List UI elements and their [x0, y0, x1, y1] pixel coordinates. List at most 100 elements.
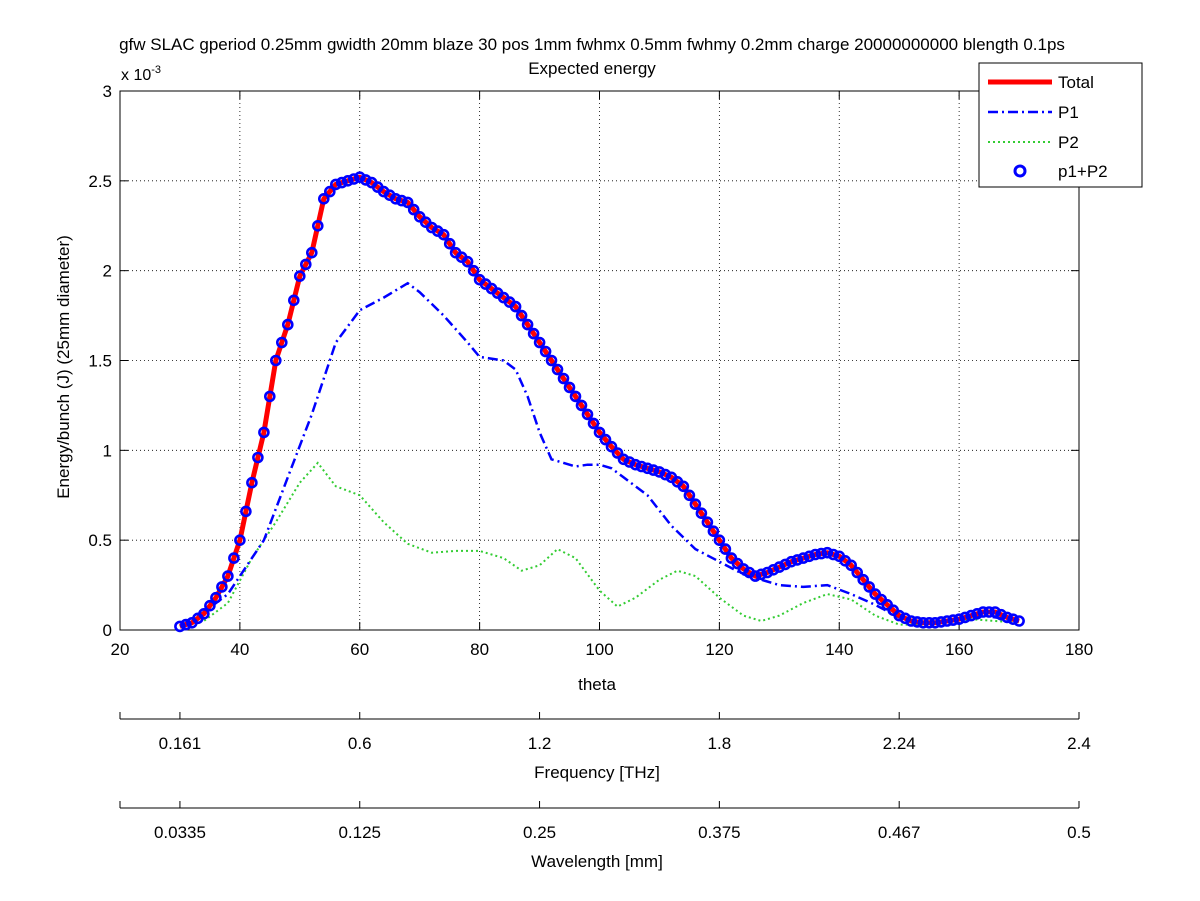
series-marker-p1p2: [240, 505, 252, 518]
y-tick-label: 2.5: [88, 172, 112, 191]
y-tick-label: 0.5: [88, 531, 112, 550]
secondary-tick-label: 0.6: [348, 734, 372, 753]
series-marker-p1p2: [347, 173, 360, 185]
wavelength-axis: Wavelength [mm] 0.0335 0.125 0.25 0.375 0.46…: [119, 801, 1091, 871]
series-marker-p1p2: [797, 552, 810, 564]
x-axis-ticks: 20 40 60 80 100 120 140 160 180: [111, 91, 1093, 659]
series-marker-p1p2: [1007, 613, 1019, 626]
x-tick-label: 20: [111, 640, 130, 659]
series-marker-p1p2: [269, 354, 282, 367]
series-marker-p1p2: [719, 543, 732, 555]
series-marker-p1p2: [234, 534, 246, 547]
series-marker-p1p2: [509, 300, 522, 313]
y-tick-label: 0: [103, 621, 112, 640]
legend-entry-total: Total: [1058, 73, 1094, 92]
series-marker-p1p2: [857, 573, 870, 586]
series-marker-p1p2: [695, 507, 708, 520]
secondary-tick-label: 2.4: [1067, 734, 1091, 753]
y-tick-label: 1.5: [88, 352, 112, 371]
series-marker-p1p2: [635, 460, 648, 473]
y-tick-label: 3: [103, 82, 112, 101]
secondary-tick-label: 0.161: [159, 734, 202, 753]
series-marker-p1p2: [683, 489, 696, 502]
series-marker-p1p2: [575, 399, 588, 412]
x-axis-label: theta: [578, 675, 616, 694]
frequency-axis-label: Frequency [THz]: [534, 763, 660, 782]
series-marker-p1p2: [647, 464, 660, 476]
x-tick-label: 160: [945, 640, 973, 659]
series-marker-p1p2: [401, 196, 414, 209]
series-marker-p1p2: [1013, 615, 1025, 627]
series-marker-p1p2: [713, 534, 726, 547]
series-marker-p1p2: [941, 615, 953, 627]
legend-entry-p1: P1: [1058, 103, 1079, 122]
series-marker-p1p2: [989, 606, 1001, 618]
wavelength-axis-label: Wavelength [mm]: [531, 852, 663, 871]
series-marker-p1p2: [767, 563, 780, 576]
chart-title: gfw SLAC gperiod 0.25mm gwidth 20mm blaz…: [119, 35, 1065, 54]
series-marker-p1p2: [563, 381, 576, 394]
series-marker-p1p2: [329, 178, 342, 191]
series-line-p2: [179, 461, 1020, 628]
series-marker-p1p2: [557, 372, 570, 385]
x-tick-label: 80: [470, 640, 489, 659]
series-marker-p1p2: [863, 581, 876, 593]
series-marker-p1p2: [263, 390, 276, 403]
series-marker-p1p2: [659, 468, 672, 481]
series-marker-p1p2: [617, 453, 630, 466]
y-exponent: -3: [151, 64, 161, 76]
series-marker-p1p2: [899, 612, 912, 625]
series-marker-p1p2: [929, 616, 941, 629]
y-axis-label: Energy/bunch (J) (25mm diameter): [54, 235, 73, 499]
series-marker-p1p2: [216, 581, 228, 593]
series-marker-p1p2: [917, 616, 930, 629]
x-tick-label: 40: [230, 640, 249, 659]
series-marker-p1p2: [599, 433, 612, 446]
series-marker-p1p2: [317, 193, 330, 205]
series-marker-p1p2: [845, 559, 858, 572]
series-marker-p1p2: [623, 456, 636, 468]
series-marker-p1p2: [749, 570, 762, 582]
secondary-tick-label: 0.5: [1067, 823, 1091, 842]
series-marker-p1p2: [204, 599, 216, 612]
series-marker-p1p2: [653, 466, 666, 478]
chart-subtitle: Expected energy: [528, 59, 656, 78]
series-marker-p1p2: [258, 426, 270, 439]
series-marker-p1p2: [815, 547, 828, 560]
series-marker-p1p2: [821, 546, 834, 559]
series-marker-p1p2: [174, 620, 186, 633]
series-marker-p1p2: [359, 174, 372, 186]
secondary-tick-label: 0.467: [878, 823, 921, 842]
series-marker-p1p2: [521, 318, 534, 331]
series-marker-p1p2: [851, 566, 864, 579]
series-marker-p1p2: [953, 613, 965, 626]
series-marker-p1p2: [923, 616, 936, 629]
y-tick-label: 1: [103, 441, 112, 460]
series-marker-p1p2: [809, 548, 822, 561]
series-marker-p1p2: [311, 220, 324, 232]
secondary-tick-label: 2.24: [883, 734, 916, 753]
series-marker-p1p2: [995, 608, 1007, 621]
series-marker-p1p2: [773, 561, 786, 573]
series-line-p1: [179, 281, 1020, 628]
series-marker-p1p2: [803, 550, 816, 563]
series-marker-p1p2: [545, 354, 558, 367]
series-marker-p1p2: [527, 327, 540, 340]
series-marker-p1p2: [252, 451, 264, 464]
x-tick-label: 140: [825, 640, 853, 659]
y-multiplier: x 10: [121, 67, 151, 84]
series-marker-p1p2: [785, 555, 798, 568]
series-marker-p1p2: [299, 258, 312, 271]
series-marker-p1p2: [323, 185, 336, 198]
series-marker-p1p2: [222, 570, 234, 582]
series-marker-p1p2: [198, 607, 210, 620]
x-tick-label: 180: [1065, 640, 1093, 659]
series-marker-p1p2: [707, 525, 720, 538]
series-marker-p1p2: [689, 498, 702, 511]
series-marker-p1p2: [779, 558, 792, 571]
series-marker-p1p2: [1001, 611, 1013, 624]
series-marker-p1p2: [701, 516, 714, 529]
secondary-tick-label: 0.125: [338, 823, 381, 842]
series-marker-p1p2: [905, 615, 918, 627]
series-marker-p1p2: [593, 426, 606, 439]
